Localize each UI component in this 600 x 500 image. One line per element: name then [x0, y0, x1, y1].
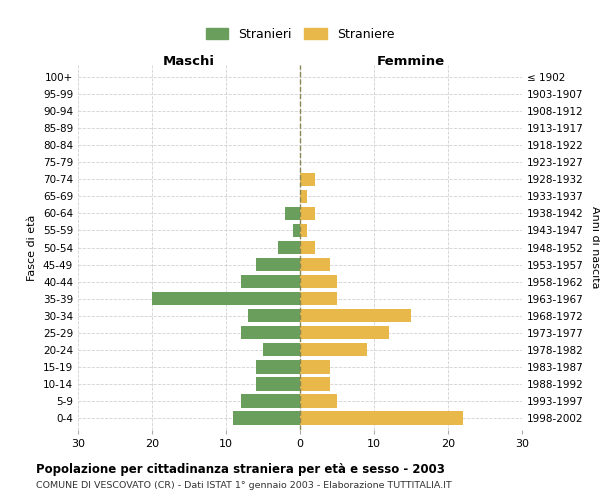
Bar [300, 190, 307, 203]
Bar [300, 206, 315, 220]
Y-axis label: Fasce di età: Fasce di età [28, 214, 37, 280]
Y-axis label: Anni di nascita: Anni di nascita [590, 206, 600, 289]
Bar [300, 343, 367, 356]
Bar [300, 275, 337, 288]
Text: Maschi: Maschi [163, 56, 215, 68]
Text: Popolazione per cittadinanza straniera per età e sesso - 2003: Popolazione per cittadinanza straniera p… [36, 462, 445, 475]
Bar [263, 343, 300, 356]
Bar [300, 172, 315, 186]
Bar [285, 206, 300, 220]
Bar [300, 326, 389, 340]
Bar [300, 394, 337, 407]
Text: Femmine: Femmine [377, 56, 445, 68]
Bar [293, 224, 300, 237]
Legend: Stranieri, Straniere: Stranieri, Straniere [202, 24, 398, 44]
Bar [300, 360, 329, 374]
Bar [152, 292, 300, 306]
Bar [248, 309, 300, 322]
Bar [241, 326, 300, 340]
Bar [256, 378, 300, 390]
Bar [278, 241, 300, 254]
Bar [300, 412, 463, 424]
Bar [241, 394, 300, 407]
Bar [300, 224, 307, 237]
Bar [300, 258, 329, 271]
Bar [256, 360, 300, 374]
Bar [300, 309, 411, 322]
Bar [256, 258, 300, 271]
Bar [241, 275, 300, 288]
Text: COMUNE DI VESCOVATO (CR) - Dati ISTAT 1° gennaio 2003 - Elaborazione TUTTITALIA.: COMUNE DI VESCOVATO (CR) - Dati ISTAT 1°… [36, 481, 452, 490]
Bar [233, 412, 300, 424]
Bar [300, 292, 337, 306]
Bar [300, 241, 315, 254]
Bar [300, 378, 329, 390]
